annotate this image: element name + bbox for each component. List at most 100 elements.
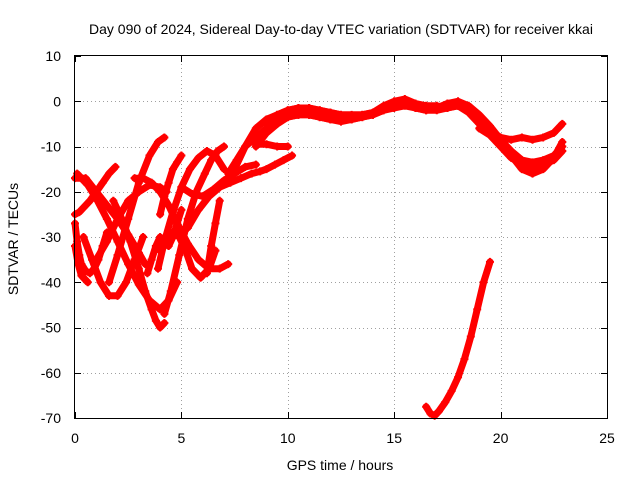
data-point-marker [262, 140, 271, 149]
data-point-marker [160, 318, 169, 327]
data-point-marker [337, 110, 345, 119]
data-point-marker [105, 169, 114, 178]
y-tick-label: -50 [41, 320, 61, 336]
data-point-marker [443, 104, 452, 113]
data-point-marker [485, 257, 494, 266]
data-point-marker [194, 153, 203, 162]
y-tick-label: -30 [41, 229, 61, 245]
data-point-marker [422, 106, 431, 115]
x-tick-labels: 0 5 10 15 20 25 [71, 430, 615, 446]
data-point-marker [164, 178, 173, 187]
data-point-marker [156, 210, 165, 219]
data-point-marker [347, 113, 356, 122]
data-point-marker [379, 104, 388, 113]
data-point-marker [74, 260, 83, 269]
data-point-marker [464, 108, 473, 117]
series-trace [80, 233, 147, 300]
y-tick-label: -40 [41, 274, 61, 290]
data-point-marker [247, 169, 256, 178]
data-point-marker [96, 278, 105, 287]
data-point-marker [130, 174, 139, 183]
data-point-marker [215, 196, 224, 205]
x-tick-label: 0 [71, 430, 79, 446]
data-point-marker [475, 110, 484, 119]
data-point-marker [262, 128, 271, 137]
data-point-marker [496, 142, 505, 151]
data-point-marker [122, 278, 131, 287]
data-series-arc-25 [475, 124, 567, 171]
data-point-marker [236, 174, 245, 183]
data-point-marker [549, 156, 558, 165]
chart-title: Day 090 of 2024, Sidereal Day-to-day VTE… [89, 21, 593, 37]
data-point-marker [294, 104, 303, 113]
data-point-marker [188, 190, 197, 199]
data-point-marker [83, 278, 92, 287]
data-point-marker [422, 402, 431, 411]
data-point-marker [79, 203, 88, 212]
data-point-marker [105, 291, 114, 300]
data-point-marker [183, 223, 192, 232]
data-point-marker [79, 233, 88, 241]
data-series-arc-13 [156, 151, 186, 219]
data-point-marker [156, 323, 165, 332]
data-point-marker [411, 104, 420, 113]
data-point-marker [273, 142, 282, 151]
data-point-marker [558, 119, 567, 128]
data-point-marker [358, 110, 367, 119]
data-series-arc-26 [422, 257, 494, 420]
data-point-marker [454, 101, 463, 110]
data-point-marker [92, 187, 101, 196]
series-trace [71, 242, 92, 286]
data-point-marker [196, 273, 205, 282]
data-point-marker [326, 108, 335, 117]
data-point-marker [126, 237, 135, 246]
data-point-marker [241, 142, 250, 151]
data-point-marker [173, 219, 182, 228]
data-series-arc-09 [109, 196, 169, 332]
data-point-marker [202, 269, 211, 278]
y-tick-label: -60 [41, 365, 61, 381]
data-point-marker [168, 165, 177, 174]
data-point-marker [390, 99, 399, 108]
data-point-marker [185, 165, 194, 174]
data-point-marker [219, 165, 228, 174]
data-point-marker [207, 156, 216, 165]
data-point-marker [160, 309, 169, 318]
data-point-marker [175, 233, 184, 241]
data-point-marker [232, 156, 241, 165]
data-point-marker [160, 192, 169, 201]
data-point-marker [479, 278, 488, 287]
plot-area [71, 94, 567, 420]
data-point-marker [262, 165, 271, 174]
data-point-marker [177, 151, 186, 160]
y-tick-labels: 10 0 -10 -20 -30 -40 -50 -60 -70 [41, 48, 61, 426]
x-tick-label: 20 [493, 430, 509, 446]
data-point-marker [162, 233, 171, 241]
series-trace [203, 197, 224, 277]
data-point-marker [441, 398, 450, 407]
data-point-marker [460, 355, 469, 364]
data-point-marker [251, 160, 260, 169]
data-point-marker [219, 142, 228, 151]
data-point-marker [164, 201, 173, 210]
data-point-marker [466, 332, 475, 341]
data-series-arc-23 [251, 140, 292, 151]
x-tick-label: 10 [280, 430, 296, 446]
data-point-marker [202, 147, 211, 156]
data-point-marker [194, 255, 203, 264]
data-point-marker [85, 269, 94, 278]
y-tick-label: 10 [45, 48, 61, 64]
data-series-arc-06 [79, 233, 148, 300]
data-point-marker [168, 208, 177, 217]
data-point-marker [283, 106, 292, 115]
data-point-marker [305, 110, 314, 119]
data-point-marker [98, 178, 107, 187]
data-point-marker [141, 287, 150, 296]
data-point-marker [271, 160, 280, 169]
data-point-marker [251, 124, 260, 133]
data-point-marker [75, 208, 84, 217]
data-point-marker [432, 106, 441, 115]
data-point-marker [539, 160, 548, 169]
data-point-marker [102, 214, 111, 223]
